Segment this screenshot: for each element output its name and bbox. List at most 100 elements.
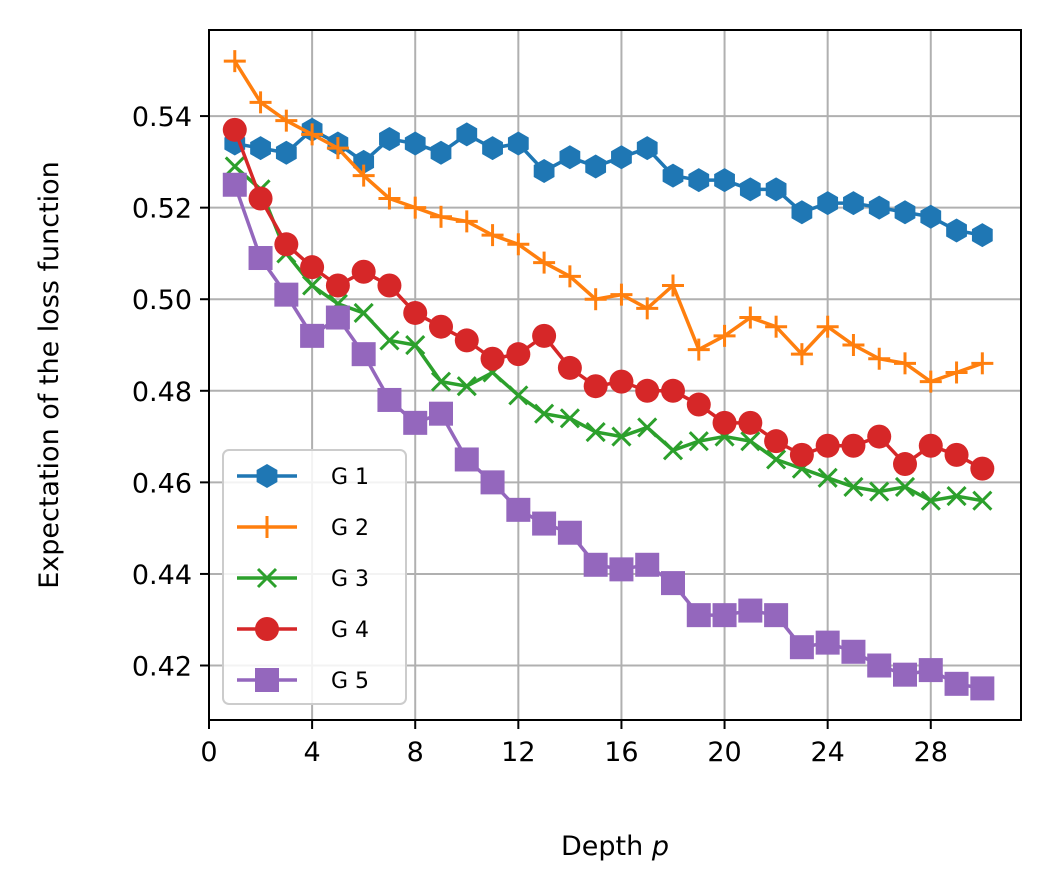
data-point — [379, 126, 400, 151]
data-point-stroke — [430, 371, 452, 392]
y-tick-label: 0.46 — [132, 468, 192, 499]
series-line — [233, 60, 983, 384]
data-point — [224, 156, 245, 177]
data-point — [789, 442, 814, 467]
data-point — [636, 136, 658, 161]
data-point — [534, 403, 555, 424]
legend-label: G 2 — [331, 516, 369, 541]
data-point — [893, 452, 917, 477]
data-point-stroke — [585, 421, 606, 443]
data-point-stroke — [894, 476, 916, 498]
data-point — [946, 486, 967, 507]
data-point — [325, 273, 350, 298]
data-point — [480, 470, 505, 495]
data-point — [662, 440, 684, 461]
data-point — [894, 352, 916, 375]
data-point — [869, 481, 890, 502]
data-point — [946, 218, 967, 243]
data-point — [739, 177, 761, 202]
y-tick-label: 0.52 — [132, 194, 192, 225]
legend: G 1 G 2 G 3 G 4 G 5 — [222, 449, 407, 705]
data-point — [713, 324, 736, 347]
data-point — [249, 91, 272, 114]
data-point — [583, 374, 608, 399]
data-point — [739, 306, 762, 329]
data-point — [635, 552, 660, 577]
data-point — [688, 431, 709, 452]
y-tick-label: 0.48 — [132, 377, 192, 408]
legend-label: G 5 — [331, 669, 369, 694]
legend-label: G 4 — [331, 618, 369, 643]
data-point — [843, 191, 864, 216]
data-point — [868, 347, 891, 370]
data-point-stroke — [972, 490, 993, 511]
data-point — [377, 387, 402, 412]
data-point — [817, 191, 839, 216]
axes: 0 4 8 12 16 20 24 28 0.42 0.44 0.46 0.48 0.50 0.52 0.5… — [132, 102, 948, 768]
y-tick-label: 0.54 — [132, 102, 192, 133]
data-point — [945, 361, 968, 384]
data-point-stroke — [688, 431, 709, 452]
data-point — [378, 187, 401, 210]
data-point — [867, 653, 892, 678]
data-point — [248, 246, 273, 271]
data-point — [841, 639, 866, 664]
data-point-stroke — [379, 330, 400, 351]
data-point — [791, 200, 813, 225]
data-point — [274, 232, 299, 257]
data-point — [635, 378, 660, 403]
data-point-stroke — [843, 476, 864, 498]
data-point-stroke — [920, 490, 941, 511]
x-tick-label: 28 — [914, 737, 948, 768]
data-point — [944, 671, 969, 696]
data-point — [403, 410, 428, 435]
legend-label: G 1 — [331, 465, 369, 490]
data-point — [714, 168, 735, 193]
legend-item: G 5 — [237, 668, 369, 694]
data-point-stroke — [302, 275, 323, 296]
data-point — [533, 159, 555, 184]
data-point — [919, 370, 942, 393]
data-point — [351, 342, 376, 367]
data-point — [255, 617, 279, 641]
data-point — [250, 136, 271, 161]
data-point — [351, 259, 376, 284]
data-point — [456, 122, 478, 147]
data-point — [970, 456, 995, 481]
data-point — [559, 408, 580, 429]
data-point — [352, 164, 375, 187]
legend-item: G 2 — [237, 516, 369, 541]
data-point — [508, 385, 529, 406]
data-point-stroke — [256, 567, 278, 589]
data-point — [790, 343, 813, 366]
data-point — [558, 265, 581, 288]
data-point — [404, 196, 427, 219]
data-point — [325, 305, 350, 330]
x-tick-label: 4 — [304, 737, 321, 768]
data-point — [764, 429, 789, 454]
data-point — [764, 603, 789, 628]
data-point-stroke — [766, 449, 787, 470]
data-point — [766, 449, 787, 470]
data-point — [842, 334, 865, 357]
x-tick-label: 16 — [604, 737, 638, 768]
data-point-stroke — [456, 376, 477, 397]
data-point-stroke — [946, 486, 967, 507]
legend-label: G 3 — [331, 567, 369, 592]
data-point — [661, 571, 685, 596]
data-point — [255, 668, 279, 692]
data-point — [585, 154, 607, 179]
data-point — [430, 371, 452, 392]
data-point — [429, 314, 453, 339]
data-point — [815, 630, 840, 655]
data-point — [611, 145, 632, 170]
data-point — [533, 251, 556, 274]
legend-item: G 1 — [237, 464, 369, 490]
data-point — [302, 275, 323, 296]
data-point — [456, 376, 477, 397]
data-point — [867, 424, 892, 449]
series-group — [222, 50, 995, 701]
data-point — [686, 603, 711, 628]
data-point — [712, 603, 737, 628]
data-point — [256, 464, 278, 488]
